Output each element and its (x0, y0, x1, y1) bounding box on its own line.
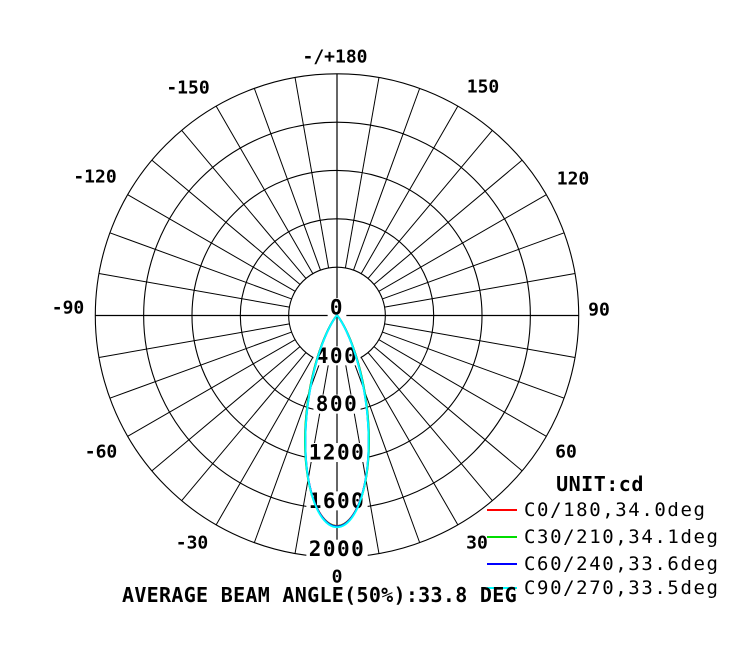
angle-label: -150 (166, 78, 209, 99)
grid-spoke (151, 346, 301, 472)
radial-tick-backing (327, 298, 347, 317)
legend-line-c30-210 (487, 535, 517, 539)
legend-line-c0-180 (487, 508, 517, 512)
angle-label: -60 (85, 442, 118, 463)
grid-spoke (353, 88, 421, 271)
radial-tick-backing (313, 346, 361, 366)
angle-label: 0 (332, 567, 343, 588)
grid-spoke (127, 194, 296, 292)
grid-spoke (253, 88, 321, 271)
legend-label-c60-240: C60/240,33.6deg (524, 553, 720, 575)
angle-label: -/+180 (302, 47, 367, 68)
angle-label: -90 (52, 298, 85, 319)
radial-tick-label: 800 (316, 392, 358, 416)
grid-spoke (98, 323, 290, 358)
grid-spoke (373, 346, 523, 472)
radial-tick-backing (313, 394, 361, 414)
grid-spoke (215, 105, 314, 274)
legend-item-c60-240: C60/240,33.6deg (487, 553, 720, 575)
angle-label: 120 (557, 169, 590, 190)
legend-item-c30-210: C30/210,34.1deg (487, 526, 720, 548)
angle-label: 150 (467, 77, 500, 98)
legend-line-c60-240 (487, 562, 517, 566)
angle-label: 90 (588, 300, 610, 321)
grid-spoke (109, 331, 292, 399)
grid-spoke (109, 232, 292, 300)
grid-spoke (127, 339, 296, 437)
series-curve-c90-270 (304, 314, 370, 529)
radial-tick-backing (306, 539, 368, 559)
grid-spoke (181, 352, 307, 501)
legend-item-c0-180: C0/180,34.0deg (487, 499, 707, 521)
grid-spoke (382, 331, 565, 399)
grid-spoke (360, 357, 459, 526)
angle-label: -120 (73, 167, 116, 188)
angle-label: 60 (555, 442, 577, 463)
grid-spoke (384, 273, 576, 308)
radial-tick-label: 1200 (309, 441, 366, 465)
radial-tick-backing (306, 443, 368, 463)
radial-tick-label: 0 (330, 296, 344, 320)
grid-spoke (151, 159, 301, 285)
average-beam-angle-label: AVERAGE BEAM ANGLE(50%):33.8 DEG (122, 583, 517, 607)
angle-label: 30 (466, 533, 488, 554)
legend-label-c90-270: C90/270,33.5deg (524, 577, 720, 599)
legend-label-c30-210: C30/210,34.1deg (524, 526, 720, 548)
grid-spoke (344, 77, 380, 268)
grid-spoke (378, 339, 547, 437)
grid-spoke (382, 232, 565, 300)
grid-spoke (360, 105, 459, 274)
grid-spoke (373, 159, 523, 285)
radial-tick-label: 2000 (309, 537, 366, 561)
legend-line-c90-270 (487, 586, 517, 590)
legend-label-c0-180: C0/180,34.0deg (524, 499, 707, 521)
grid-spoke (378, 194, 547, 292)
radial-tick-label: 400 (316, 344, 358, 368)
grid-spoke (215, 357, 314, 526)
grid-spoke (367, 352, 493, 501)
grid-spoke (98, 273, 290, 308)
grid-spoke (384, 323, 576, 358)
legend-item-c90-270: C90/270,33.5deg (487, 577, 720, 599)
radial-tick-backing (306, 491, 368, 511)
unit-label: UNIT:cd (556, 472, 644, 496)
grid-spoke (367, 130, 493, 279)
angle-label: -30 (176, 533, 209, 554)
grid-spoke (181, 130, 307, 279)
grid-spoke (294, 77, 330, 268)
